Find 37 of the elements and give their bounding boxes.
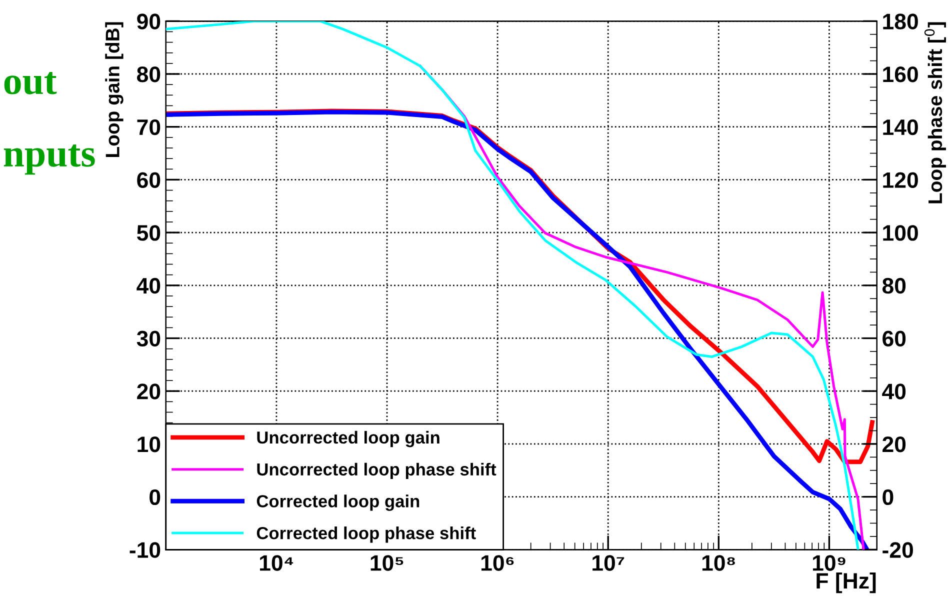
y-axis-title: Loop gain [dB] [105, 22, 124, 157]
legend-label: Corrected loop gain [256, 494, 420, 511]
y-tick-label: 40 [136, 278, 160, 294]
x-tick-label: 10⁹ [812, 555, 846, 571]
text: out [4, 72, 57, 94]
x-tick-label: 10⁸ [702, 555, 735, 571]
y-tick-label: 70 [137, 119, 160, 136]
legend-label: Uncorrected loop phase shift [257, 462, 496, 479]
x-axis-title: F [Hz] [816, 572, 876, 594]
y2-tick-label: 140 [883, 119, 918, 136]
y-tick-label: 10 [138, 436, 160, 452]
x-tick-label: 10⁷ [592, 555, 624, 571]
y-tick-label: 0 [150, 489, 160, 506]
y2-tick-label: 100 [883, 225, 918, 241]
y-tick-label: 90 [137, 14, 160, 30]
x-tick-label: 10⁵ [370, 555, 404, 571]
y-tick-label: 20 [137, 384, 160, 400]
y2-tick-label: 160 [883, 66, 918, 82]
y2-tick-label: 120 [883, 172, 918, 188]
y-tick-label: -10 [130, 542, 160, 558]
y-tick-label: 80 [137, 66, 160, 82]
y2-tick-label: 20 [882, 436, 906, 452]
y2-tick-label: 60 [882, 330, 906, 347]
y2-tick-label: -20 [882, 542, 913, 558]
legend-label: Corrected loop phase shift [256, 526, 476, 543]
y2-tick-label: 80 [882, 278, 906, 294]
y2-tick-label: 0 [882, 489, 894, 506]
y2-tick-label: 180 [883, 14, 918, 30]
y-tick-label: 30 [136, 330, 160, 347]
text: nputs [4, 144, 95, 175]
y-tick-label: 50 [137, 225, 160, 241]
y-tick-label: 60 [137, 172, 160, 188]
x-tick-label: 10⁶ [481, 555, 514, 571]
y2-tick-label: 40 [882, 384, 906, 400]
x-tick-label: 10⁴ [260, 555, 294, 571]
y2-axis-title: Loop phase shift [$^{0}$] [924, 22, 946, 204]
legend-label: Uncorrected loop gain [257, 430, 440, 448]
